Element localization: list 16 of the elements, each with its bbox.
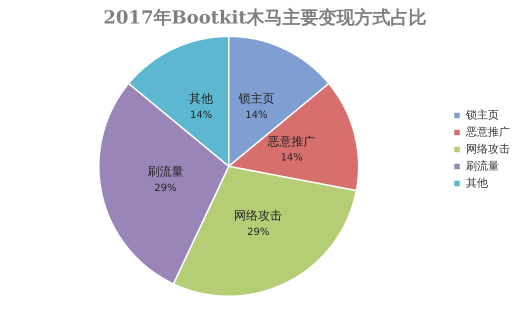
data-label: 14% xyxy=(245,110,268,122)
legend-label: 网络攻击 xyxy=(466,142,510,156)
legend-label: 锁主页 xyxy=(465,108,499,122)
legend-label: 恶意推广 xyxy=(465,125,510,138)
slice-label: 刷流量 xyxy=(147,164,184,179)
data-label: 29% xyxy=(154,183,176,194)
legend-label: 刷流量 xyxy=(466,159,499,172)
slice-label: 锁主页 xyxy=(237,92,274,106)
data-label: 29% xyxy=(247,226,270,238)
data-label: 14% xyxy=(280,152,303,164)
slice-label: 恶意推广 xyxy=(266,134,316,148)
legend-label: 其他 xyxy=(466,176,488,190)
data-label: 14% xyxy=(190,110,212,122)
chart-title: 2017年Bootkit木马主要变现方式占比 xyxy=(103,7,427,28)
slice-label: 其他 xyxy=(189,92,214,106)
slice-label: 网络攻击 xyxy=(234,208,282,222)
